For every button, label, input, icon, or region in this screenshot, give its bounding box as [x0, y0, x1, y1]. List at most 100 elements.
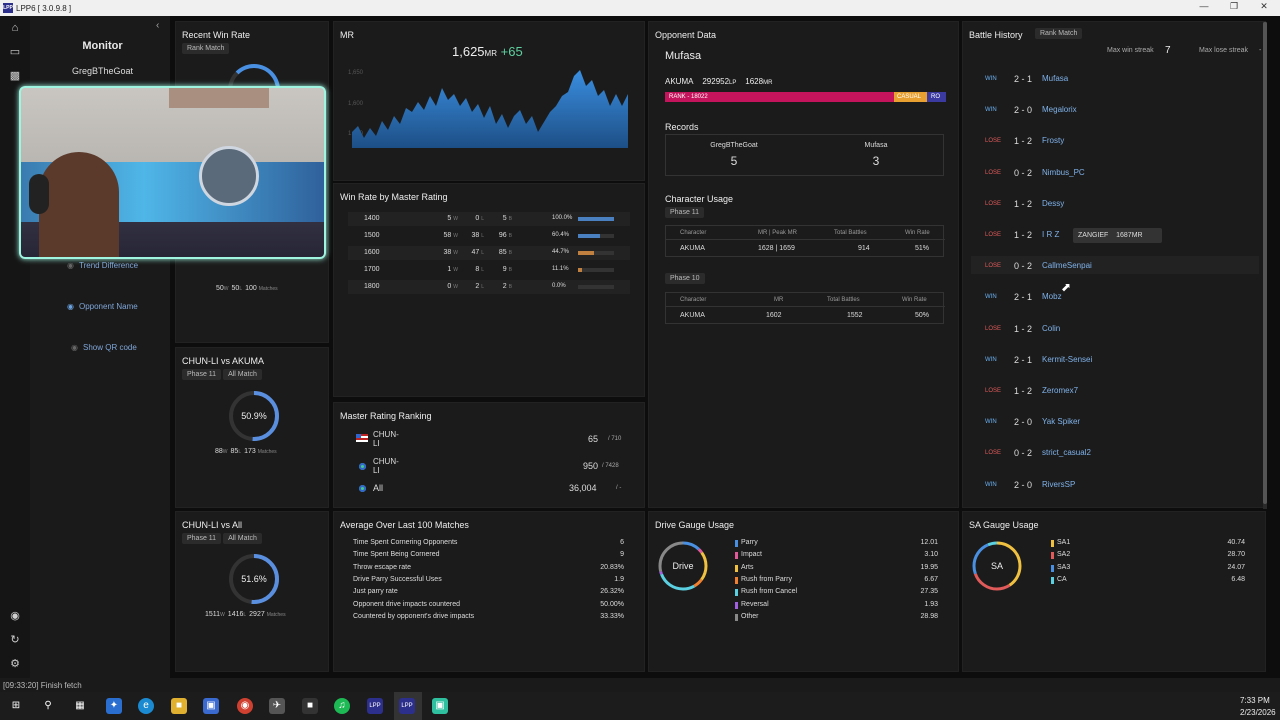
- records-opp-name: Mufasa: [864, 142, 888, 149]
- legend-color-swatch: [1051, 552, 1054, 560]
- vs-akuma-ring: [229, 391, 279, 441]
- toggle-trend-difference[interactable]: ◉ Trend Difference: [67, 261, 139, 270]
- chrome-icon[interactable]: ◉: [237, 698, 253, 714]
- sa-donut-label: SA: [990, 561, 1003, 571]
- legend-value: 6.67: [924, 575, 938, 583]
- history-scrollbar[interactable]: [1263, 22, 1267, 509]
- lpp-app-icon[interactable]: LPP: [367, 698, 383, 714]
- copilot-icon[interactable]: ✦: [106, 698, 122, 714]
- battle-score: 2 - 1: [1014, 354, 1033, 365]
- opponent-data-title: Opponent Data: [655, 30, 717, 40]
- records-opp-score: 3: [872, 154, 880, 168]
- records-title: Records: [665, 122, 699, 132]
- monitor-icon[interactable]: ▭: [9, 46, 21, 58]
- donut-segment: [658, 541, 708, 591]
- battle-score: 2 - 1: [1014, 292, 1033, 303]
- store-icon[interactable]: ▣: [203, 698, 219, 714]
- chat-app-icon[interactable]: ▣: [432, 698, 448, 714]
- battle-score: 0 - 2: [1014, 167, 1033, 178]
- toggle-show-qr-code[interactable]: ◉ Show QR code: [71, 343, 137, 352]
- battle-opponent-link[interactable]: I R Z: [1042, 230, 1060, 239]
- battle-opponent-link[interactable]: RiversSP: [1042, 479, 1076, 489]
- legend-color-swatch: [735, 552, 738, 560]
- battle-result: WIN: [985, 356, 997, 363]
- file-explorer-icon[interactable]: ■: [171, 698, 187, 714]
- mr-bracket-losses: 0 L: [475, 215, 484, 222]
- legend-color-swatch: [1051, 540, 1054, 547]
- mr-tick-1600: 1,600: [348, 101, 364, 107]
- battle-opponent-link[interactable]: Yak Spiker: [1042, 417, 1081, 427]
- close-icon[interactable]: ✕: [1260, 1, 1268, 11]
- battle-score: 0 - 2: [1014, 448, 1033, 459]
- ranking-total-world: / 7428: [602, 463, 619, 469]
- battle-score: 1 - 2: [1014, 386, 1033, 396]
- phase10-tag: Phase 10: [665, 273, 705, 284]
- battle-opponent-link[interactable]: Dessy: [1042, 198, 1065, 208]
- vs-akuma-pct: 50.9%: [241, 411, 267, 421]
- headphones: [29, 174, 49, 214]
- vs-akuma-wl: 88W 85L 173 Matches: [215, 448, 277, 455]
- mr-bracket-row: 1500 58 W 38 L 96 B 60.4%: [348, 229, 630, 243]
- app-icon-plane[interactable]: ✈: [269, 698, 285, 714]
- webcam-overlay: [19, 86, 326, 259]
- phase11-tag: Phase 11: [665, 207, 705, 218]
- battle-opponent-link[interactable]: Kermit-Sensei: [1042, 354, 1093, 364]
- spotify-icon[interactable]: ♫: [334, 698, 350, 714]
- edge-browser-icon[interactable]: e: [138, 698, 154, 714]
- chart-icon[interactable]: ▩: [9, 70, 21, 82]
- ranking-total-country: / 710: [608, 436, 622, 442]
- lpp-app-active-icon[interactable]: LPP: [399, 698, 415, 714]
- game-app-icon[interactable]: ■: [302, 698, 318, 714]
- casual-badge: CASUAL: [894, 92, 927, 102]
- eye-icon: ◉: [67, 302, 74, 311]
- sa-gauge-title: SA Gauge Usage: [969, 520, 1039, 530]
- legend-value: 19.95: [920, 563, 938, 571]
- window-titlebar: LPP LPP6 [ 3.0.9.8 ] — ❐ ✕: [0, 0, 1280, 16]
- battle-opponent-link[interactable]: Megalorix: [1042, 105, 1077, 115]
- legend-label: SA2: [1057, 551, 1071, 559]
- search-icon[interactable]: ⚲: [44, 700, 52, 711]
- battle-opponent-link[interactable]: strict_casual2: [1042, 448, 1091, 458]
- win-rate-by-mr-card: Win Rate by Master Rating 1400 5 W 0 L 5…: [333, 183, 645, 397]
- battle-opponent-link[interactable]: Nimbus_PC: [1042, 167, 1085, 177]
- battle-opponent-link[interactable]: Frosty: [1042, 136, 1065, 146]
- max-win-streak-label: Max win streak: [1107, 47, 1154, 54]
- refresh-icon[interactable]: ↻: [10, 634, 20, 646]
- mr-trend-chart: [352, 70, 628, 148]
- mr-bracket-losses: 2 L: [475, 283, 484, 290]
- minimize-icon[interactable]: —: [1199, 1, 1209, 11]
- mr-bracket-battles: 2 B: [502, 283, 512, 290]
- mr-bracket-bar: [578, 268, 614, 272]
- wall-decor: [169, 88, 269, 108]
- taskbar: ⊞ ⚲ ▦ ✦ e ■ ▣ ◉ ✈ ■ ♫ LPP LPP ▣ 7:33 PM …: [0, 692, 1280, 720]
- legend-color-swatch: [1051, 576, 1054, 584]
- drive-donut-label: Drive: [672, 561, 694, 571]
- ranking-value-all: 36,004: [569, 483, 597, 493]
- task-view-icon[interactable]: ▦: [75, 700, 85, 711]
- battle-opponent-link[interactable]: Mufasa: [1042, 74, 1069, 83]
- battle-opponent-link[interactable]: Mobz: [1042, 292, 1062, 302]
- restore-icon[interactable]: ❐: [1229, 1, 1239, 11]
- camera-icon[interactable]: ◉: [10, 610, 20, 622]
- mr-bracket-losses: 38 L: [471, 232, 484, 239]
- battle-opponent-link[interactable]: CallmeSenpai: [1042, 261, 1092, 271]
- max-lose-streak-value: -: [1259, 47, 1262, 54]
- collapse-chevron-icon[interactable]: ‹: [156, 20, 160, 31]
- battle-opponent-link[interactable]: Zeromex7: [1042, 386, 1079, 395]
- legend-label: Arts: [741, 563, 754, 571]
- toggle-opponent-name[interactable]: ◉ Opponent Name: [67, 302, 138, 311]
- settings-gear-icon[interactable]: ⚙: [10, 658, 20, 670]
- legend-label: Reversal: [741, 600, 769, 608]
- donut-segment: [658, 541, 708, 591]
- legend-value: 28.70: [1227, 551, 1245, 559]
- battle-opponent-link[interactable]: Colin: [1042, 323, 1061, 333]
- windows-start-icon[interactable]: ⊞: [11, 700, 21, 711]
- legend-color-swatch: [735, 564, 738, 572]
- ranking-name-country: CHUN- LI: [373, 430, 399, 448]
- battle-score: 2 - 1: [1014, 74, 1033, 84]
- home-icon[interactable]: ⌂: [11, 22, 19, 34]
- vs-akuma-card: CHUN-LI vs AKUMA Phase 11 All Match 50.9%…: [175, 347, 329, 508]
- recent-win-rate-title: Recent Win Rate: [182, 30, 251, 40]
- ranking-total-all: / -: [616, 485, 622, 491]
- battle-history-rank-tag[interactable]: Rank Match: [1035, 28, 1083, 39]
